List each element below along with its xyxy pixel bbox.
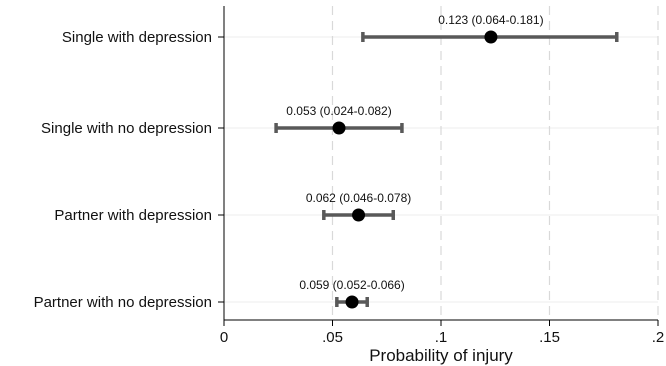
axes: 0 .05 .1 .15 .2 Single with depression Single … <box>34 6 665 346</box>
point-estimate-3 <box>345 295 359 309</box>
x-tick-label-0: 0 <box>220 329 228 346</box>
grid-lines <box>224 6 659 320</box>
point-estimate-0 <box>484 30 498 44</box>
category-label-2: Partner with depression <box>54 207 212 224</box>
data-label-0: 0.123 (0.064-0.181) <box>438 13 543 27</box>
x-tick-label-4: .2 <box>652 329 665 346</box>
point-estimate-2 <box>352 208 366 222</box>
x-tick-label-3: .15 <box>539 329 560 346</box>
category-label-1: Single with no depression <box>41 120 212 137</box>
data-label-3: 0.059 (0.052-0.066) <box>299 278 404 292</box>
x-tick-label-2: .1 <box>435 329 448 346</box>
x-tick-label-1: .05 <box>322 329 343 346</box>
data-marks: 0.123 (0.064-0.181) 0.053 (0.024-0.082) 0.… <box>274 13 619 309</box>
point-estimate-1 <box>332 121 346 135</box>
x-axis-title: Probability of injury <box>369 346 513 365</box>
category-label-0: Single with depression <box>62 29 212 46</box>
data-label-1: 0.053 (0.024-0.082) <box>286 104 391 118</box>
category-label-3: Partner with no depression <box>34 294 212 311</box>
data-label-2: 0.062 (0.046-0.078) <box>306 191 411 205</box>
